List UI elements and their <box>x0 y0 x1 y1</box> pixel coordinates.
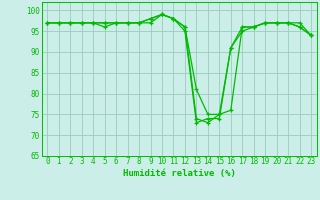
X-axis label: Humidité relative (%): Humidité relative (%) <box>123 169 236 178</box>
